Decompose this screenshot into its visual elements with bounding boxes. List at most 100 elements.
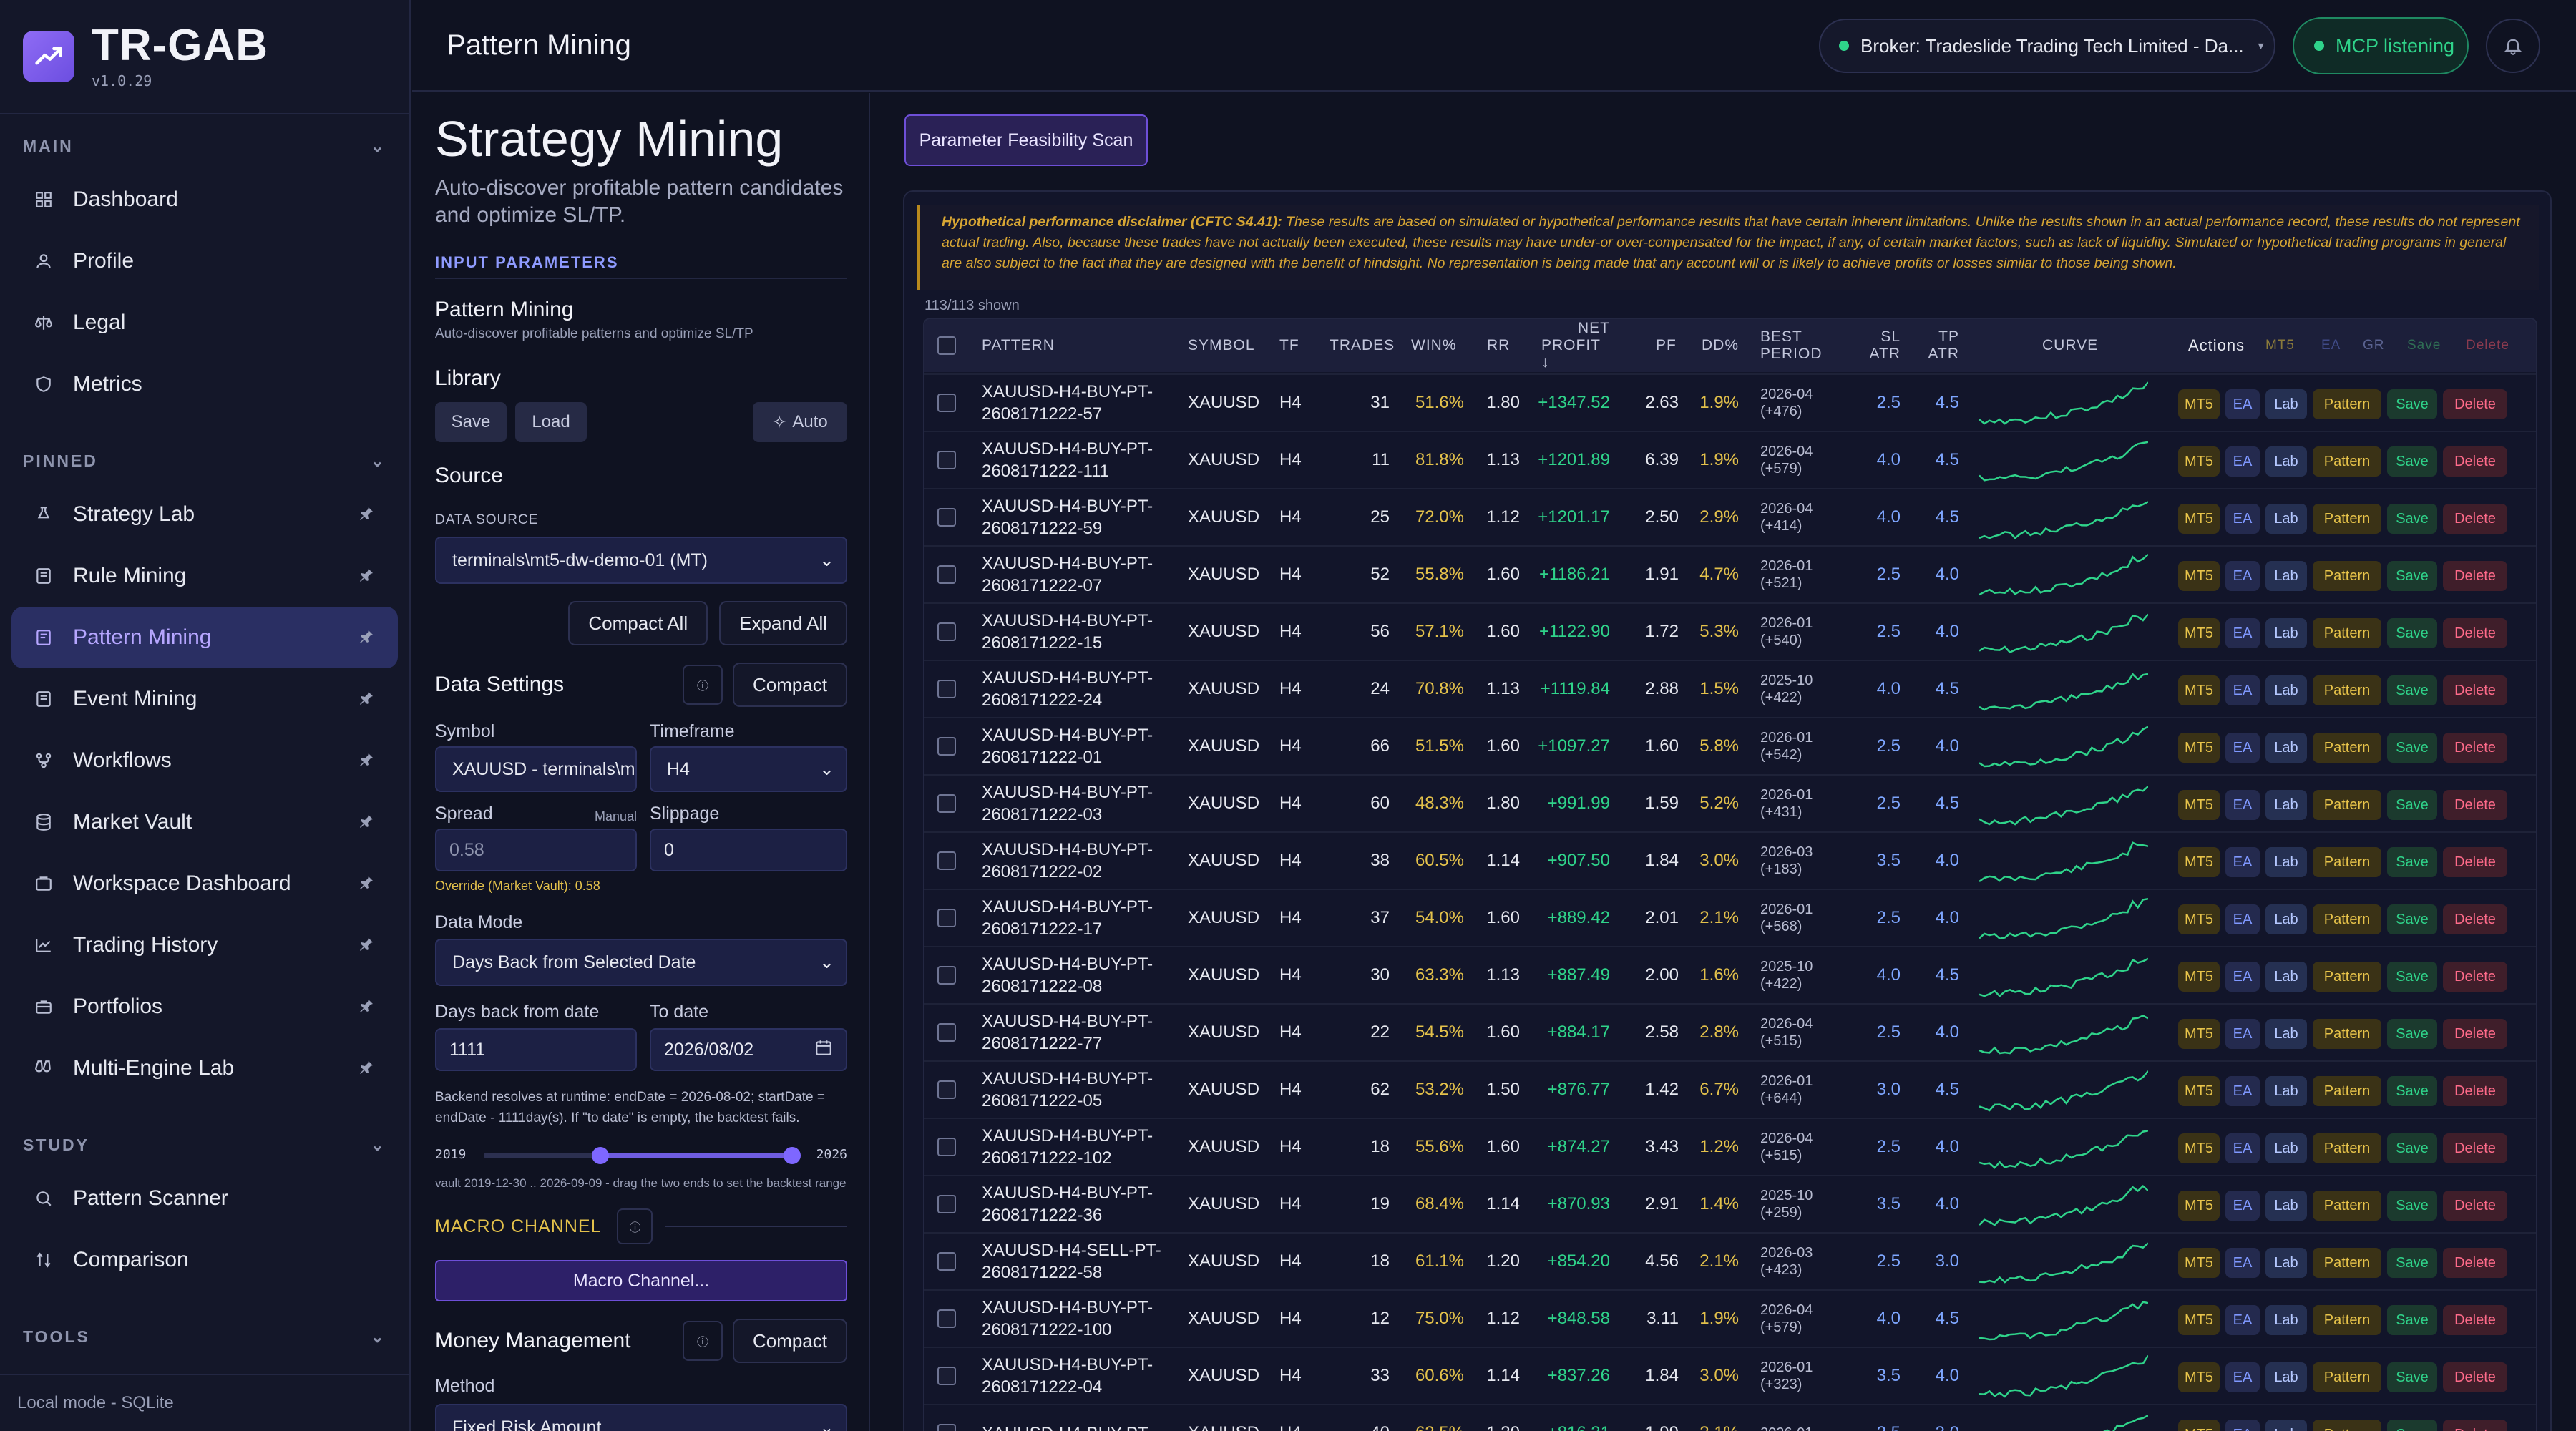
to-date-input[interactable]: 2026/08/02 [650, 1028, 847, 1071]
col-best-period[interactable]: BEST PERIOD [1760, 319, 1823, 372]
table-row[interactable]: XAUUSD-H4-BUY-PT- 2608171222-36 XAUUSD H4 19… [924, 1175, 2536, 1232]
table-row[interactable]: XAUUSD-H4-BUY-PT- 2608171222-59 XAUUSD H4 25… [924, 488, 2536, 545]
bulk-gr-button[interactable]: GR [2363, 338, 2385, 353]
info-icon[interactable]: ⓘ [682, 665, 723, 705]
table-row[interactable]: XAUUSD-H4-BUY-PT- 2608171222-77 XAUUSD H4 22… [924, 1003, 2536, 1060]
sidebar-item-event-mining[interactable]: Event Mining [11, 668, 398, 730]
row-ea-button[interactable]: EA [2225, 446, 2260, 477]
table-row[interactable]: XAUUSD-H4-BUY-PT- 2608171222-05 XAUUSD H4 62… [924, 1060, 2536, 1118]
row-save-button[interactable]: Save [2387, 1420, 2437, 1431]
row-save-button[interactable]: Save [2387, 561, 2437, 591]
table-row[interactable]: XAUUSD-H4-BUY-PT- 2608171222-02 XAUUSD H4 38… [924, 831, 2536, 889]
row-pattern-button[interactable]: Pattern [2313, 733, 2381, 763]
bulk-mt5-button[interactable]: MT5 [2265, 338, 2295, 353]
pin-icon[interactable] [358, 504, 378, 524]
pin-icon[interactable] [358, 873, 378, 893]
broker-select[interactable]: Broker: Tradeslide Trading Tech Limited … [1819, 19, 2275, 73]
row-delete-button[interactable]: Delete [2443, 1305, 2507, 1335]
row-delete-button[interactable]: Delete [2443, 618, 2507, 648]
row-ea-button[interactable]: EA [2225, 790, 2260, 820]
library-auto-button[interactable]: ✧ Auto [753, 402, 847, 442]
slippage-input[interactable]: 0 [650, 829, 847, 871]
row-mt5-button[interactable]: MT5 [2178, 1191, 2220, 1221]
row-lab-button[interactable]: Lab [2265, 389, 2307, 419]
col-symbol[interactable]: SYMBOL [1188, 337, 1255, 353]
row-delete-button[interactable]: Delete [2443, 1076, 2507, 1106]
table-row[interactable]: XAUUSD-H4-BUY-PT- 2608171222-08 XAUUSD H4 30… [924, 946, 2536, 1003]
row-mt5-button[interactable]: MT5 [2178, 1076, 2220, 1106]
data-settings-compact-button[interactable]: Compact [732, 663, 847, 707]
row-checkbox[interactable] [937, 776, 956, 831]
row-lab-button[interactable]: Lab [2265, 1076, 2307, 1106]
row-checkbox[interactable] [937, 1119, 956, 1175]
bulk-delete-button[interactable]: Delete [2466, 338, 2509, 353]
table-row[interactable]: XAUUSD-H4-BUY-PT- 2608171222-07 XAUUSD H4 52… [924, 545, 2536, 602]
pin-icon[interactable] [358, 934, 378, 954]
row-save-button[interactable]: Save [2387, 1362, 2437, 1392]
row-checkbox[interactable] [937, 1291, 956, 1347]
pattern-name[interactable]: XAUUSD-H4-BUY-PT- 2608171222-05 [982, 1062, 1175, 1118]
pattern-name[interactable]: XAUUSD-H4-BUY-PT- 2608171222-24 [982, 661, 1175, 717]
row-mt5-button[interactable]: MT5 [2178, 504, 2220, 534]
pin-icon[interactable] [358, 565, 378, 585]
table-row[interactable]: XAUUSD-H4-BUY-PT- 2608171222-15 XAUUSD H4 56… [924, 602, 2536, 660]
calendar-icon[interactable] [814, 1038, 833, 1062]
row-checkbox[interactable] [937, 718, 956, 774]
row-delete-button[interactable]: Delete [2443, 904, 2507, 934]
mcp-status-badge[interactable]: MCP listening [2293, 17, 2469, 74]
expand-all-button[interactable]: Expand All [719, 601, 847, 645]
pattern-name[interactable]: XAUUSD-H4-SELL-PT- 2608171222-58 [982, 1234, 1175, 1289]
range-end-handle[interactable] [784, 1147, 801, 1164]
notifications-button[interactable] [2486, 19, 2540, 73]
row-save-button[interactable]: Save [2387, 962, 2437, 992]
pin-icon[interactable] [358, 627, 378, 647]
row-mt5-button[interactable]: MT5 [2178, 389, 2220, 419]
row-lab-button[interactable]: Lab [2265, 847, 2307, 877]
row-lab-button[interactable]: Lab [2265, 733, 2307, 763]
row-delete-button[interactable]: Delete [2443, 561, 2507, 591]
sidebar-item-workflows[interactable]: Workflows [11, 730, 398, 791]
timeframe-select[interactable]: H4 ⌄ [650, 746, 847, 792]
pin-icon[interactable] [358, 811, 378, 831]
sidebar-item-comparison[interactable]: Comparison [11, 1229, 398, 1291]
library-load-button[interactable]: Load [515, 402, 587, 442]
row-checkbox[interactable] [937, 1176, 956, 1232]
pin-icon[interactable] [358, 688, 378, 708]
pattern-name[interactable]: XAUUSD-H4-BUY-PT- 2608171222-57 [982, 375, 1175, 431]
row-pattern-button[interactable]: Pattern [2313, 389, 2381, 419]
row-save-button[interactable]: Save [2387, 446, 2437, 477]
sidebar-item-trading-history[interactable]: Trading History [11, 914, 398, 976]
row-pattern-button[interactable]: Pattern [2313, 962, 2381, 992]
row-lab-button[interactable]: Lab [2265, 1305, 2307, 1335]
symbol-select[interactable]: XAUUSD - terminals\m ⌄ [435, 746, 637, 792]
table-row[interactable]: XAUUSD-H4-SELL-PT- 2608171222-58 XAUUSD H4 1… [924, 1232, 2536, 1289]
row-lab-button[interactable]: Lab [2265, 904, 2307, 934]
row-lab-button[interactable]: Lab [2265, 561, 2307, 591]
table-row[interactable]: XAUUSD-H4-BUY-PT- 2608171222-03 XAUUSD H4 60… [924, 774, 2536, 831]
row-delete-button[interactable]: Delete [2443, 733, 2507, 763]
method-select[interactable]: Fixed Risk Amount ⌄ [435, 1404, 847, 1431]
row-lab-button[interactable]: Lab [2265, 675, 2307, 705]
row-delete-button[interactable]: Delete [2443, 847, 2507, 877]
row-mt5-button[interactable]: MT5 [2178, 1133, 2220, 1163]
row-pattern-button[interactable]: Pattern [2313, 1362, 2381, 1392]
money-mgmt-compact-button[interactable]: Compact [732, 1319, 847, 1363]
row-checkbox[interactable] [937, 432, 956, 488]
row-delete-button[interactable]: Delete [2443, 389, 2507, 419]
row-pattern-button[interactable]: Pattern [2313, 675, 2381, 705]
row-pattern-button[interactable]: Pattern [2313, 504, 2381, 534]
sidebar-item-pattern-scanner[interactable]: Pattern Scanner [11, 1168, 398, 1229]
row-save-button[interactable]: Save [2387, 618, 2437, 648]
row-save-button[interactable]: Save [2387, 504, 2437, 534]
table-row[interactable]: XAUUSD-H4-BUY-PT- 2608171222-102 XAUUSD H4 1… [924, 1118, 2536, 1175]
library-save-button[interactable]: Save [435, 402, 507, 442]
row-lab-button[interactable]: Lab [2265, 1133, 2307, 1163]
row-lab-button[interactable]: Lab [2265, 1019, 2307, 1049]
row-mt5-button[interactable]: MT5 [2178, 618, 2220, 648]
pin-icon[interactable] [358, 1058, 378, 1078]
row-delete-button[interactable]: Delete [2443, 1191, 2507, 1221]
pin-icon[interactable] [358, 750, 378, 770]
row-lab-button[interactable]: Lab [2265, 446, 2307, 477]
pattern-name[interactable]: XAUUSD-H4-BUY-PT- 2608171222-111 [982, 432, 1175, 488]
row-mt5-button[interactable]: MT5 [2178, 962, 2220, 992]
